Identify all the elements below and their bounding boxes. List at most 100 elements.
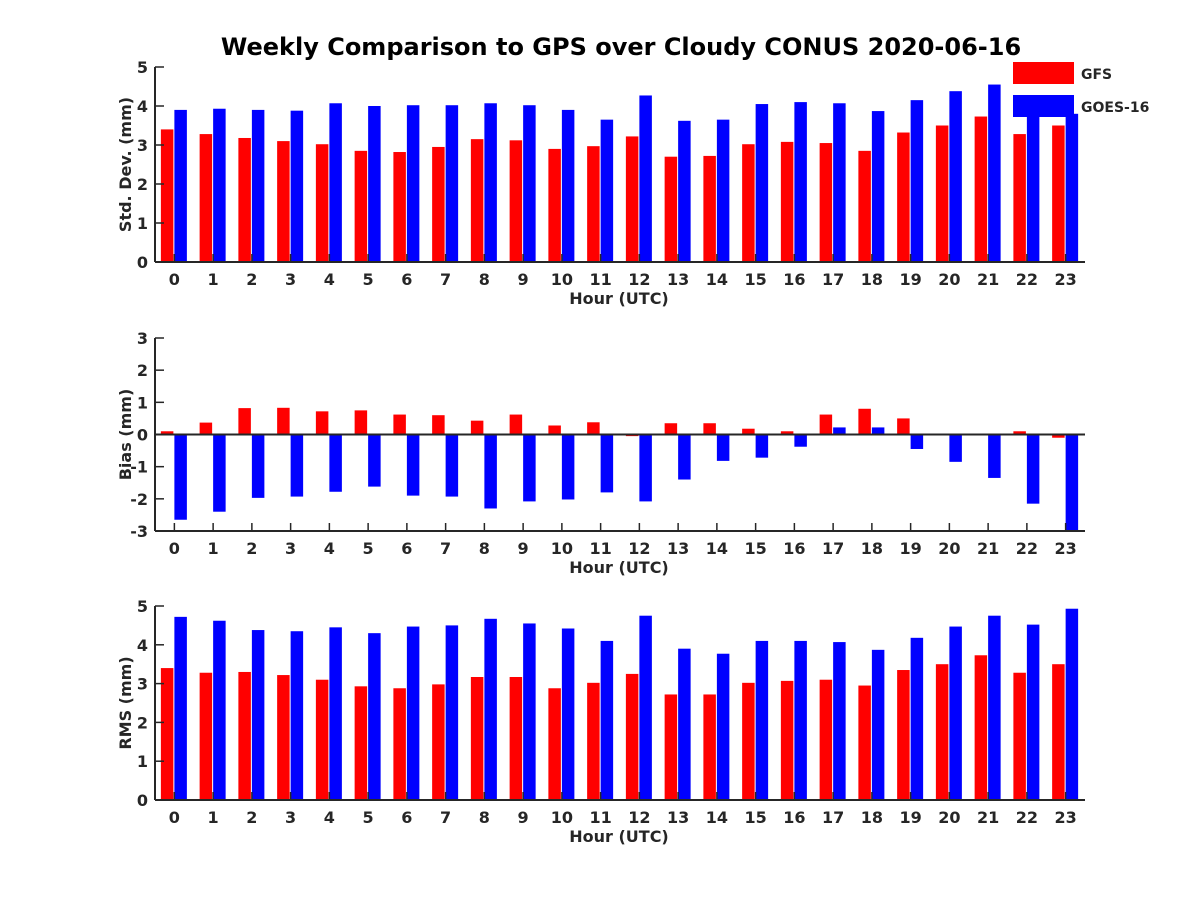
bar-goes-16-4 — [329, 103, 342, 263]
bar-gfs-17 — [819, 414, 833, 435]
x-tick-label: 11 — [589, 808, 611, 827]
x-tick-label: 16 — [783, 270, 805, 289]
x-tick-label: 3 — [285, 270, 296, 289]
x-tick-label: 9 — [518, 808, 529, 827]
x-tick-label: 17 — [822, 539, 844, 558]
bar-goes-16-22 — [1026, 107, 1040, 262]
x-tick-label: 20 — [938, 539, 960, 558]
y-tick-label: -3 — [130, 522, 148, 541]
x-tick-label: 8 — [479, 539, 490, 558]
bar-gfs-8 — [470, 139, 484, 262]
x-tick-label: 3 — [285, 808, 296, 827]
bar-gfs-15 — [742, 682, 755, 800]
bar-gfs-4 — [315, 679, 329, 800]
y-tick-label: 0 — [137, 791, 148, 810]
x-tick-label: 7 — [440, 270, 451, 289]
bar-goes-16-2 — [251, 109, 265, 263]
x-tick-label: 5 — [363, 808, 374, 827]
bar-goes-16-1 — [213, 620, 226, 800]
legend-label-gfs: GFS — [1081, 67, 1112, 83]
bar-goes-16-20 — [949, 434, 962, 462]
bar-goes-16-22 — [1026, 434, 1040, 504]
bar-gfs-18 — [858, 150, 871, 262]
x-tick-label: 13 — [667, 808, 689, 827]
bar-gfs-0 — [160, 668, 174, 800]
bar-gfs-23 — [1052, 125, 1065, 262]
bar-gfs-22 — [1013, 134, 1026, 262]
bar-goes-16-16 — [794, 640, 807, 800]
bar-goes-16-17 — [833, 427, 846, 435]
chart-title: Weekly Comparison to GPS over Cloudy CON… — [221, 33, 1021, 61]
x-axis-label: Hour (UTC) — [569, 827, 669, 846]
bar-goes-16-18 — [871, 111, 885, 262]
bar-gfs-11 — [587, 146, 600, 262]
y-tick-label: -1 — [130, 458, 148, 477]
x-tick-label: 23 — [1054, 539, 1076, 558]
y-tick-label: 3 — [137, 675, 148, 694]
bar-goes-16-3 — [290, 434, 304, 497]
y-tick-label: 2 — [137, 361, 148, 380]
y-tick-label: 4 — [137, 636, 148, 655]
y-axis-label: Bias (mm) — [116, 389, 135, 481]
y-tick-label: 0 — [137, 426, 148, 445]
bar-goes-16-5 — [368, 434, 381, 487]
bar-goes-16-10 — [561, 628, 575, 800]
bar-gfs-10 — [548, 688, 561, 800]
bar-gfs-20 — [935, 664, 949, 800]
bar-goes-16-9 — [523, 623, 536, 800]
bar-goes-16-13 — [678, 120, 691, 262]
bar-goes-16-22 — [1026, 624, 1040, 800]
x-tick-label: 22 — [1016, 270, 1038, 289]
bar-gfs-4 — [315, 144, 329, 262]
x-tick-label: 4 — [324, 539, 335, 558]
x-tick-label: 3 — [285, 539, 296, 558]
x-tick-label: 1 — [208, 539, 219, 558]
bar-gfs-22 — [1013, 431, 1026, 435]
bar-goes-16-16 — [794, 102, 807, 262]
bar-gfs-12 — [625, 673, 639, 800]
x-tick-label: 19 — [899, 270, 921, 289]
bar-goes-16-18 — [871, 427, 885, 435]
x-tick-label: 8 — [479, 270, 490, 289]
x-axis-label: Hour (UTC) — [569, 558, 669, 577]
bar-goes-16-23 — [1065, 608, 1079, 800]
y-tick-label: 1 — [137, 214, 148, 233]
bar-gfs-23 — [1052, 664, 1065, 800]
y-tick-label: 0 — [137, 253, 148, 272]
bar-goes-16-17 — [833, 642, 846, 800]
x-tick-label: 14 — [706, 270, 728, 289]
bar-gfs-19 — [897, 132, 910, 262]
bar-gfs-9 — [509, 677, 523, 800]
bar-goes-16-12 — [639, 615, 652, 800]
bar-goes-16-8 — [484, 434, 497, 509]
x-tick-label: 10 — [551, 539, 573, 558]
bar-goes-16-3 — [290, 110, 304, 263]
bar-gfs-6 — [393, 152, 406, 262]
y-axis-label: Std. Dev. (mm) — [116, 97, 135, 232]
bar-gfs-7 — [432, 684, 445, 800]
x-tick-label: 14 — [706, 539, 728, 558]
bar-gfs-3 — [277, 675, 290, 800]
bar-goes-16-19 — [910, 100, 924, 263]
bar-gfs-0 — [160, 431, 174, 435]
x-tick-label: 2 — [246, 270, 257, 289]
x-tick-label: 18 — [861, 539, 883, 558]
x-tick-label: 22 — [1016, 808, 1038, 827]
bar-goes-16-17 — [833, 103, 846, 263]
bar-goes-16-15 — [755, 434, 769, 458]
bar-gfs-16 — [780, 141, 794, 262]
bar-gfs-14 — [703, 423, 716, 435]
x-tick-label: 16 — [783, 539, 805, 558]
x-tick-label: 4 — [324, 270, 335, 289]
x-tick-label: 1 — [208, 270, 219, 289]
bar-gfs-1 — [199, 422, 213, 435]
bar-goes-16-3 — [290, 631, 304, 800]
bar-gfs-12 — [625, 136, 639, 262]
bar-goes-16-10 — [561, 434, 575, 500]
bar-gfs-7 — [432, 146, 445, 262]
bar-goes-16-19 — [910, 637, 924, 800]
x-tick-label: 0 — [169, 270, 180, 289]
bar-gfs-5 — [354, 686, 368, 800]
